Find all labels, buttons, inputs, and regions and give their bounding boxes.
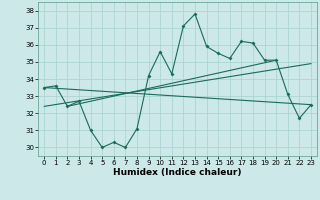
X-axis label: Humidex (Indice chaleur): Humidex (Indice chaleur) [113,168,242,177]
